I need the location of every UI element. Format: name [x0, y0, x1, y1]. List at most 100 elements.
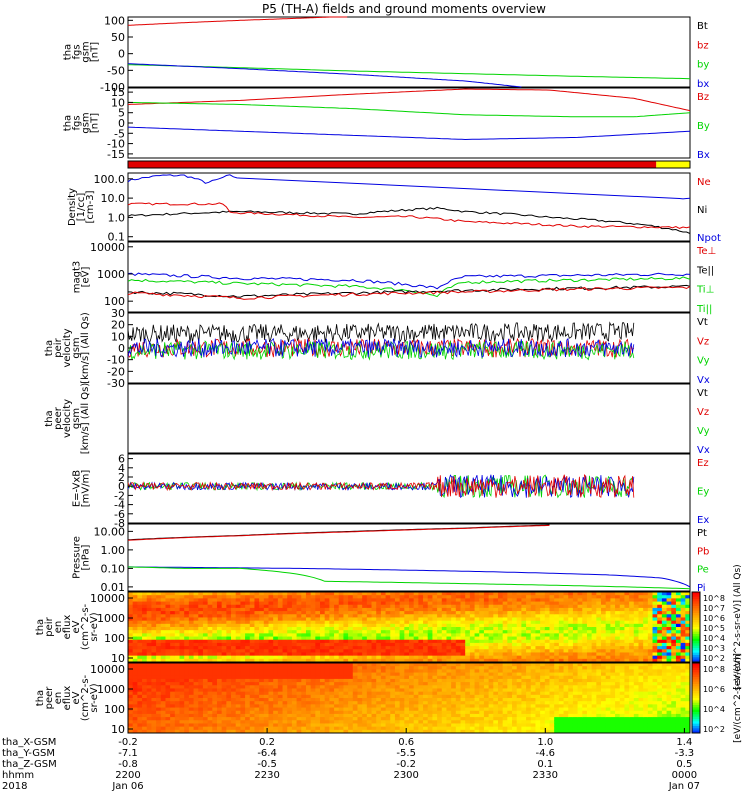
heatmap-cell	[423, 646, 429, 650]
heatmap-cell	[320, 688, 326, 693]
heatmap-cell	[343, 704, 349, 709]
heatmap-cell	[366, 726, 373, 731]
heatmap-cell	[315, 717, 321, 721]
heatmap-cell	[254, 598, 260, 603]
heatmap-cell	[441, 678, 447, 683]
colorbar-tick-label: 10^4	[703, 634, 725, 643]
heatmap-cell	[231, 672, 237, 677]
heatmap-cell	[366, 601, 373, 606]
heatmap-cell	[352, 607, 358, 612]
heatmap-cell	[577, 678, 583, 683]
heatmap-cell	[156, 663, 162, 667]
heatmap-cell	[132, 698, 138, 702]
heatmap-cell	[591, 592, 597, 596]
heatmap-cell	[305, 701, 312, 705]
heatmap-cell	[507, 669, 513, 674]
heatmap-cell	[530, 688, 536, 693]
heatmap-cell	[446, 713, 452, 718]
heatmap-cell	[572, 598, 579, 603]
heatmap-cell	[460, 688, 466, 693]
heatmap-cell	[526, 639, 532, 644]
heatmap-cell	[563, 636, 569, 641]
heatmap-cell	[263, 595, 269, 599]
heatmap-cell	[352, 627, 358, 631]
heatmap-cell	[165, 652, 171, 657]
heatmap-cell	[451, 704, 457, 709]
heatmap-cell	[226, 729, 232, 734]
heatmap-cell	[404, 598, 410, 603]
y-tick-label: 10	[111, 96, 125, 109]
heatmap-cell	[301, 669, 307, 674]
heatmap-cell	[146, 639, 152, 644]
heatmap-cell	[249, 652, 255, 657]
heatmap-cell	[343, 595, 349, 599]
heatmap-cell	[540, 666, 546, 670]
heatmap-cell	[301, 698, 307, 702]
heatmap-cell	[544, 604, 550, 609]
heatmap-cell	[151, 691, 157, 696]
heatmap-cell	[497, 685, 504, 689]
heatmap-cell	[212, 627, 218, 631]
y-tick-label: 10.00	[94, 525, 126, 538]
heatmap-cell	[338, 717, 344, 721]
heatmap-cell	[277, 639, 284, 644]
heatmap-cell	[610, 620, 616, 625]
heatmap-cell	[296, 688, 302, 693]
heatmap-cell	[423, 604, 429, 609]
legend-entry: Ti⊥	[696, 285, 714, 296]
heatmap-cell	[277, 672, 284, 677]
heatmap-cell	[179, 623, 185, 628]
heatmap-cell	[174, 630, 181, 634]
heatmap-cell	[324, 646, 330, 650]
heatmap-cell	[348, 592, 354, 596]
heatmap-cell	[479, 598, 485, 603]
heatmap-cell	[184, 729, 190, 734]
heatmap-cell	[647, 630, 654, 634]
heatmap-cell	[291, 595, 298, 599]
heatmap-cell	[320, 636, 326, 641]
heatmap-cell	[572, 720, 579, 724]
heatmap-cell	[516, 636, 522, 641]
heatmap-cell	[132, 633, 138, 638]
heatmap-cell	[132, 630, 138, 634]
heatmap-cell	[497, 701, 504, 705]
heatmap-cell	[460, 652, 466, 657]
heatmap-cell	[249, 678, 255, 683]
heatmap-cell	[291, 685, 298, 689]
heatmap-cell	[479, 675, 485, 680]
heatmap-cell	[380, 636, 387, 641]
heatmap-cell	[156, 726, 162, 731]
heatmap-cell	[240, 669, 246, 674]
heatmap-cell	[329, 652, 335, 657]
heatmap-cell	[184, 672, 190, 677]
heatmap-cell	[465, 592, 471, 596]
heatmap-cell	[544, 623, 550, 628]
heatmap-cell	[647, 639, 654, 644]
heatmap-cell	[493, 666, 499, 670]
heatmap-cell	[474, 672, 480, 677]
heatmap-cell	[352, 678, 358, 683]
heatmap-cell	[554, 601, 560, 606]
heatmap-cell	[315, 720, 321, 724]
heatmap-cell	[156, 691, 162, 696]
heatmap-cell	[540, 672, 546, 677]
heatmap-cell	[380, 726, 387, 731]
heatmap-cell	[563, 614, 569, 618]
heatmap-cell	[554, 675, 560, 680]
heatmap-cell	[633, 595, 639, 599]
heatmap-cell	[245, 678, 251, 683]
heatmap-cell	[301, 704, 307, 709]
heatmap-cell	[619, 601, 625, 606]
heatmap-cell	[245, 685, 251, 689]
heatmap-cell	[661, 604, 668, 609]
heatmap-cell	[460, 691, 466, 696]
heatmap-cell	[638, 604, 644, 609]
heatmap-cell	[568, 595, 574, 599]
heatmap-cell	[591, 655, 597, 660]
heatmap-cell	[413, 682, 419, 686]
heatmap-cell	[521, 663, 527, 667]
heatmap-cell	[277, 710, 284, 715]
heatmap-cell	[273, 666, 279, 670]
heatmap-cell	[320, 701, 326, 705]
